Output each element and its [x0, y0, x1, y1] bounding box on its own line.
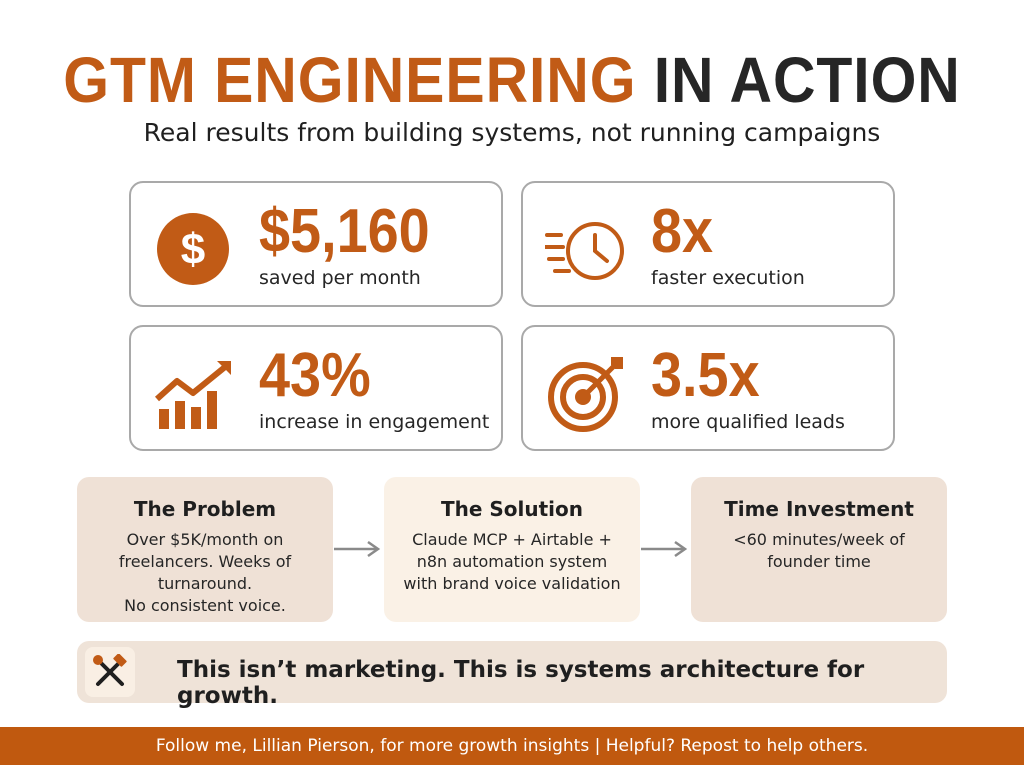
svg-text:$: $	[181, 225, 205, 274]
problem-text: Over $5K/month on freelancers. Weeks of …	[118, 530, 292, 615]
metric-value: 8x	[651, 197, 714, 266]
metric-card-savings: $ $5,160 saved per month	[129, 181, 503, 307]
time-investment-box: Time Investment <60 minutes/week of foun…	[691, 477, 947, 622]
time-investment-title: Time Investment	[724, 497, 914, 521]
metric-card-leads: 3.5x more qualified leads	[521, 325, 895, 451]
solution-box: The Solution Claude MCP + Airtable + n8n…	[384, 477, 640, 622]
problem-box: The Problem Over $5K/month on freelancer…	[77, 477, 333, 622]
tools-icon-tile	[85, 647, 135, 697]
time-investment-text: <60 minutes/week of founder time	[733, 530, 905, 571]
metric-value: 43%	[259, 341, 371, 410]
target-icon	[548, 357, 623, 432]
footer-text: Follow me, Lillian Pierson, for more gro…	[155, 736, 869, 756]
banner-message: This isn’t marketing. This is systems ar…	[177, 657, 865, 709]
metric-caption: more qualified leads	[651, 411, 845, 433]
problem-title: The Problem	[133, 497, 277, 521]
metric-value: $5,160	[259, 197, 430, 266]
metric-value: 3.5x	[651, 341, 760, 410]
metric-card-speed: 8x faster execution	[521, 181, 895, 307]
solution-text: Claude MCP + Airtable + n8n automation s…	[403, 530, 621, 593]
metric-caption: increase in engagement	[259, 411, 490, 433]
metric-caption: faster execution	[651, 267, 805, 289]
page-subtitle: Real results from building systems, not …	[143, 118, 881, 147]
title-accent: GTM ENGINEERING	[63, 44, 637, 116]
tools-icon	[93, 654, 127, 686]
metric-card-engagement: 43% increase in engagement	[129, 325, 503, 451]
title-rest: IN ACTION	[653, 44, 961, 116]
solution-title: The Solution	[440, 497, 584, 521]
metric-caption: saved per month	[259, 267, 421, 289]
fast-clock-icon	[545, 222, 624, 280]
summary-banner: This isn’t marketing. This is systems ar…	[77, 641, 947, 709]
dollar-coin-icon: $	[157, 213, 229, 285]
growth-chart-icon	[154, 361, 231, 429]
arrow-right-icon	[641, 540, 688, 558]
arrow-right-icon	[334, 540, 381, 558]
page-title: GTM ENGINEERING IN ACTION	[41, 40, 983, 120]
footer-bar: Follow me, Lillian Pierson, for more gro…	[0, 727, 1024, 765]
